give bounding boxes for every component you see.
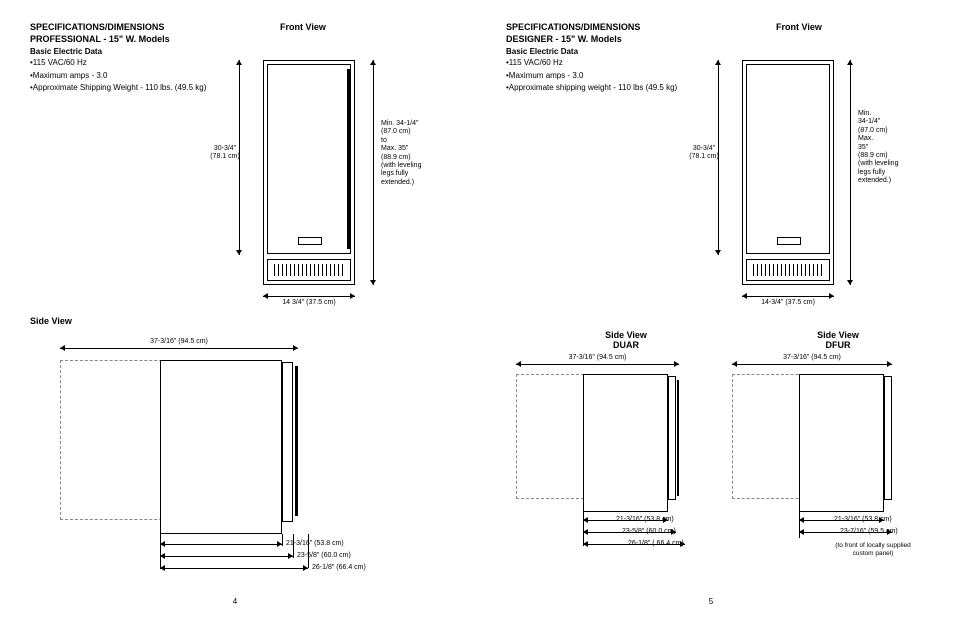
spec-block-left: SPECIFICATIONS/DIMENSIONS PROFESSIONAL -… xyxy=(30,22,230,94)
front-view-diagram: 30-3/4"(78.1 cm) 14-3/4" (37.5 cm) Min. … xyxy=(714,50,934,320)
fridge-front xyxy=(742,60,834,285)
spec-subtitle: DESIGNER - 15" W. Models xyxy=(506,34,706,46)
dfur-note: (to front of locally supplied custom pan… xyxy=(818,542,928,558)
dim-line xyxy=(160,544,282,545)
side-view-duar-diagram: 37-3/16" (94.5 cm) 21-3/16" (53.8 cm) 23… xyxy=(516,356,736,586)
dim-label: 37-3/16" (94.5 cm) xyxy=(516,354,679,362)
page-number: 4 xyxy=(233,597,237,606)
fridge-door xyxy=(746,64,830,254)
dim-label: 37-3/16" (94.5 cm) xyxy=(732,354,892,362)
fridge-side-body xyxy=(160,360,282,534)
side-door xyxy=(282,362,293,522)
spec-line: •115 VAC/60 Hz xyxy=(30,58,230,68)
spec-line: •Approximate shipping weight - 110 lbs (… xyxy=(506,83,706,93)
spec-block-right: SPECIFICATIONS/DIMENSIONS DESIGNER - 15"… xyxy=(506,22,706,94)
dim-line xyxy=(160,556,293,557)
side-view-diagram: 37-3/16" (94.5 cm) 21-3/16" (53.8 cm) 23… xyxy=(60,340,380,580)
front-view-diagram: 30-3/4"(78.1 cm) 14 3/4" (37.5 cm) Min. … xyxy=(235,50,455,320)
front-view-label: Front View xyxy=(280,22,326,32)
dim-line xyxy=(263,296,355,297)
dim-label: 26-1/8" ( 66.4 cm) xyxy=(628,540,718,548)
dim-label: 21-3/16" (53.8 cm) xyxy=(616,516,706,524)
fridge-grill xyxy=(267,259,351,281)
side-view-duar-label: Side View DUAR xyxy=(566,330,686,350)
front-view-label: Front View xyxy=(776,22,822,32)
dim-line xyxy=(516,364,679,365)
spec-title: SPECIFICATIONS/DIMENSIONS xyxy=(506,22,706,34)
side-door-panel xyxy=(884,376,892,500)
spec-subtitle: PROFESSIONAL - 15" W. Models xyxy=(30,34,230,46)
fridge-grill xyxy=(746,259,830,281)
dim-label: 14-3/4" (37.5 cm) xyxy=(742,299,834,307)
ext-line xyxy=(282,534,283,546)
dim-label: Min. 34-1/4" (87.0 cm) Max. 35" (88.9 cm… xyxy=(858,110,914,186)
spec-line: •Approximate Shipping Weight - 110 lbs. … xyxy=(30,83,230,93)
side-door xyxy=(668,376,676,500)
side-handle xyxy=(677,380,679,496)
spec-line: •Maximum amps - 3.0 xyxy=(506,71,706,81)
dim-line xyxy=(160,568,308,569)
side-handle xyxy=(295,366,298,516)
fridge-side-body xyxy=(583,374,668,512)
spec-title: SPECIFICATIONS/DIMENSIONS xyxy=(30,22,230,34)
grill-lines xyxy=(753,264,823,276)
spec-sub: Basic Electric Data xyxy=(30,47,230,56)
dim-line xyxy=(373,60,374,285)
dim-label: 30-3/4"(78.1 cm) xyxy=(684,145,724,162)
dim-label: 30-3/4"(78.1 cm) xyxy=(205,145,245,162)
fridge-front xyxy=(263,60,355,285)
dim-label: 14 3/4" (37.5 cm) xyxy=(263,299,355,307)
dim-label: Min. 34-1/4" (87.0 cm) to Max. 35" (88.9… xyxy=(381,120,437,187)
dim-label: 23-7/16" (59.5 cm) xyxy=(840,528,930,536)
dim-label: 37-3/16" (94.5 cm) xyxy=(60,338,298,346)
side-view-label: Side View xyxy=(30,316,72,326)
dim-line xyxy=(742,296,834,297)
dim-label: 23-5/8" (60.0 cm) xyxy=(622,528,712,536)
page-number: 5 xyxy=(709,597,713,606)
fridge-side-body xyxy=(799,374,884,512)
brand-badge xyxy=(298,237,322,245)
grill-lines xyxy=(274,264,344,276)
dim-line xyxy=(60,348,298,349)
dim-label: 26-1/8" (66.4 cm) xyxy=(312,564,402,572)
fridge-door xyxy=(267,64,351,254)
side-view-dfur-label: Side View DFUR xyxy=(778,330,898,350)
dim-label: 21-3/16" (53.8 cm) xyxy=(834,516,924,524)
spec-line: •115 VAC/60 Hz xyxy=(506,58,706,68)
page-left: SPECIFICATIONS/DIMENSIONS PROFESSIONAL -… xyxy=(0,0,470,618)
side-view-dfur-diagram: 37-3/16" (94.5 cm) 21-3/16" (53.8 cm) 23… xyxy=(732,356,942,586)
dim-label: 23-5/8" (60.0 cm) xyxy=(297,552,387,560)
dim-line xyxy=(732,364,892,365)
spec-line: •Maximum amps - 3.0 xyxy=(30,71,230,81)
dim-line xyxy=(850,60,851,285)
brand-badge xyxy=(777,237,801,245)
dim-label: 21-3/16" (53.8 cm) xyxy=(286,540,376,548)
ext-line xyxy=(160,534,161,568)
door-handle xyxy=(347,69,351,249)
spec-sub: Basic Electric Data xyxy=(506,47,706,56)
page-right: SPECIFICATIONS/DIMENSIONS DESIGNER - 15"… xyxy=(476,0,946,618)
